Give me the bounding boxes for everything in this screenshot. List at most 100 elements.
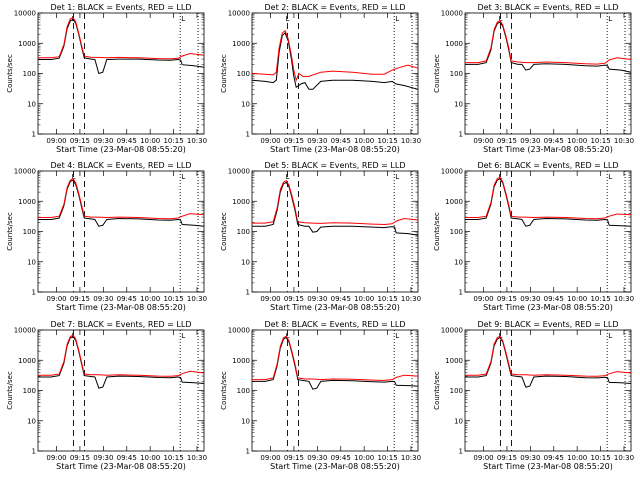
x-tick-label: 10:15 [163, 295, 183, 303]
y-tick-label: 10000 [228, 327, 250, 335]
panel-title: Det 6: BLACK = Events, RED = LLD [478, 161, 619, 170]
plot-frame [464, 329, 632, 452]
x-tick-label: 09:00 [46, 137, 66, 145]
top-marker-label: L [498, 332, 502, 340]
chart-panel-4: Det 4: BLACK = Events, RED = LLD 1 10 100 10… [6, 161, 207, 312]
y-tick-label: 10000 [14, 168, 36, 176]
y-axis-label: Counts/sec [6, 54, 14, 93]
series-lld-line [38, 334, 205, 377]
x-tick-label: 10:30 [401, 454, 421, 462]
x-tick-label: 10:30 [614, 454, 634, 462]
x-tick-label: 09:45 [331, 137, 351, 145]
x-tick-label: 09:30 [93, 454, 113, 462]
top-marker-label: L [285, 15, 289, 23]
x-tick-label: 10:15 [590, 137, 610, 145]
x-tick-label: 10:00 [354, 137, 374, 145]
x-tick-label: 09:15 [284, 454, 304, 462]
top-marker-label: L [608, 332, 612, 340]
plot-frame [37, 329, 205, 452]
x-tick-label: 10:00 [567, 295, 587, 303]
y-tick-label: 100 [23, 228, 36, 236]
y-tick-label: 1 [459, 131, 463, 139]
top-marker-label: L [608, 173, 612, 181]
x-tick-label: 09:30 [307, 454, 327, 462]
x-axis-label: Start Time (23-Mar-08 08:55:20) [56, 145, 186, 154]
x-tick-label: 10:00 [140, 137, 160, 145]
series-lld-line [465, 335, 632, 377]
y-tick-label: 1000 [445, 198, 463, 206]
x-tick-label: 09:00 [260, 454, 280, 462]
y-axis-label: Counts/sec [433, 212, 441, 251]
top-marker-label: L [395, 173, 399, 181]
panel-title: Det 3: BLACK = Events, RED = LLD [478, 3, 619, 12]
x-tick-label: 09:30 [520, 137, 540, 145]
y-tick-label: 10000 [441, 10, 463, 18]
x-tick-label: 10:30 [187, 295, 207, 303]
x-tick-label: 09:45 [544, 454, 564, 462]
top-marker-label: L [71, 173, 75, 181]
y-axis-label: Counts/sec [433, 54, 441, 93]
x-tick-label: 09:15 [284, 295, 304, 303]
plot-frame [37, 12, 205, 135]
x-tick-label: 09:00 [260, 137, 280, 145]
chart-panel-8: Det 8: BLACK = Events, RED = LLD 1 10 100 10… [220, 320, 421, 471]
x-tick-label: 09:15 [70, 454, 90, 462]
chart-panel-7: Det 7: BLACK = Events, RED = LLD 1 10 100 10… [6, 320, 207, 471]
x-tick-label: 09:30 [520, 454, 540, 462]
y-tick-label: 1000 [232, 198, 250, 206]
plot-frame [37, 170, 205, 293]
y-axis-label: Counts/sec [433, 371, 441, 410]
x-tick-label: 10:30 [187, 137, 207, 145]
y-tick-label: 10 [241, 258, 250, 266]
x-tick-label: 09:45 [117, 454, 137, 462]
panel-title: Det 2: BLACK = Events, RED = LLD [265, 3, 406, 12]
y-tick-label: 10000 [14, 10, 36, 18]
series-events-line [465, 178, 632, 227]
y-tick-label: 1000 [232, 40, 250, 48]
y-tick-label: 100 [23, 70, 36, 78]
y-tick-label: 1 [459, 289, 463, 297]
series-events-line [252, 32, 419, 90]
x-tick-label: 10:00 [354, 454, 374, 462]
top-marker-label: L [181, 332, 185, 340]
x-tick-label: 10:15 [163, 137, 183, 145]
x-tick-label: 09:15 [70, 137, 90, 145]
series-lld-line [252, 335, 419, 381]
y-tick-label: 10000 [14, 327, 36, 335]
y-tick-label: 10 [27, 100, 36, 108]
y-tick-label: 100 [237, 228, 250, 236]
x-tick-label: 10:15 [590, 295, 610, 303]
y-tick-label: 10000 [228, 168, 250, 176]
y-tick-label: 1000 [18, 357, 36, 365]
panel-title: Det 9: BLACK = Events, RED = LLD [478, 320, 619, 329]
x-tick-label: 09:30 [307, 137, 327, 145]
x-tick-label: 10:15 [377, 137, 397, 145]
series-lld-line [38, 177, 205, 220]
x-tick-label: 09:15 [497, 454, 517, 462]
series-lld-line [465, 19, 632, 65]
top-marker-label: L [608, 15, 612, 23]
x-axis-label: Start Time (23-Mar-08 08:55:20) [56, 303, 186, 312]
series-lld-line [465, 176, 632, 220]
x-tick-label: 09:00 [46, 295, 66, 303]
x-axis-label: Start Time (23-Mar-08 08:55:20) [270, 303, 400, 312]
x-tick-label: 10:30 [401, 295, 421, 303]
y-tick-label: 10 [27, 258, 36, 266]
chart-panel-9: Det 9: BLACK = Events, RED = LLD 1 10 100 10… [433, 320, 634, 471]
x-tick-label: 10:00 [354, 295, 374, 303]
x-tick-label: 10:30 [614, 295, 634, 303]
y-tick-label: 100 [237, 387, 250, 395]
x-tick-label: 09:00 [260, 295, 280, 303]
y-tick-label: 1000 [445, 357, 463, 365]
series-events-line [465, 21, 632, 73]
x-tick-label: 10:15 [377, 454, 397, 462]
y-axis-label: Counts/sec [6, 212, 14, 251]
y-tick-label: 100 [450, 387, 463, 395]
chart-panel-2: Det 2: BLACK = Events, RED = LLD 1 10 100 10… [220, 3, 421, 154]
y-tick-label: 100 [450, 70, 463, 78]
x-tick-label: 09:30 [93, 137, 113, 145]
x-axis-label: Start Time (23-Mar-08 08:55:20) [483, 462, 613, 471]
panel-title: Det 7: BLACK = Events, RED = LLD [51, 320, 192, 329]
top-marker-label: L [498, 15, 502, 23]
